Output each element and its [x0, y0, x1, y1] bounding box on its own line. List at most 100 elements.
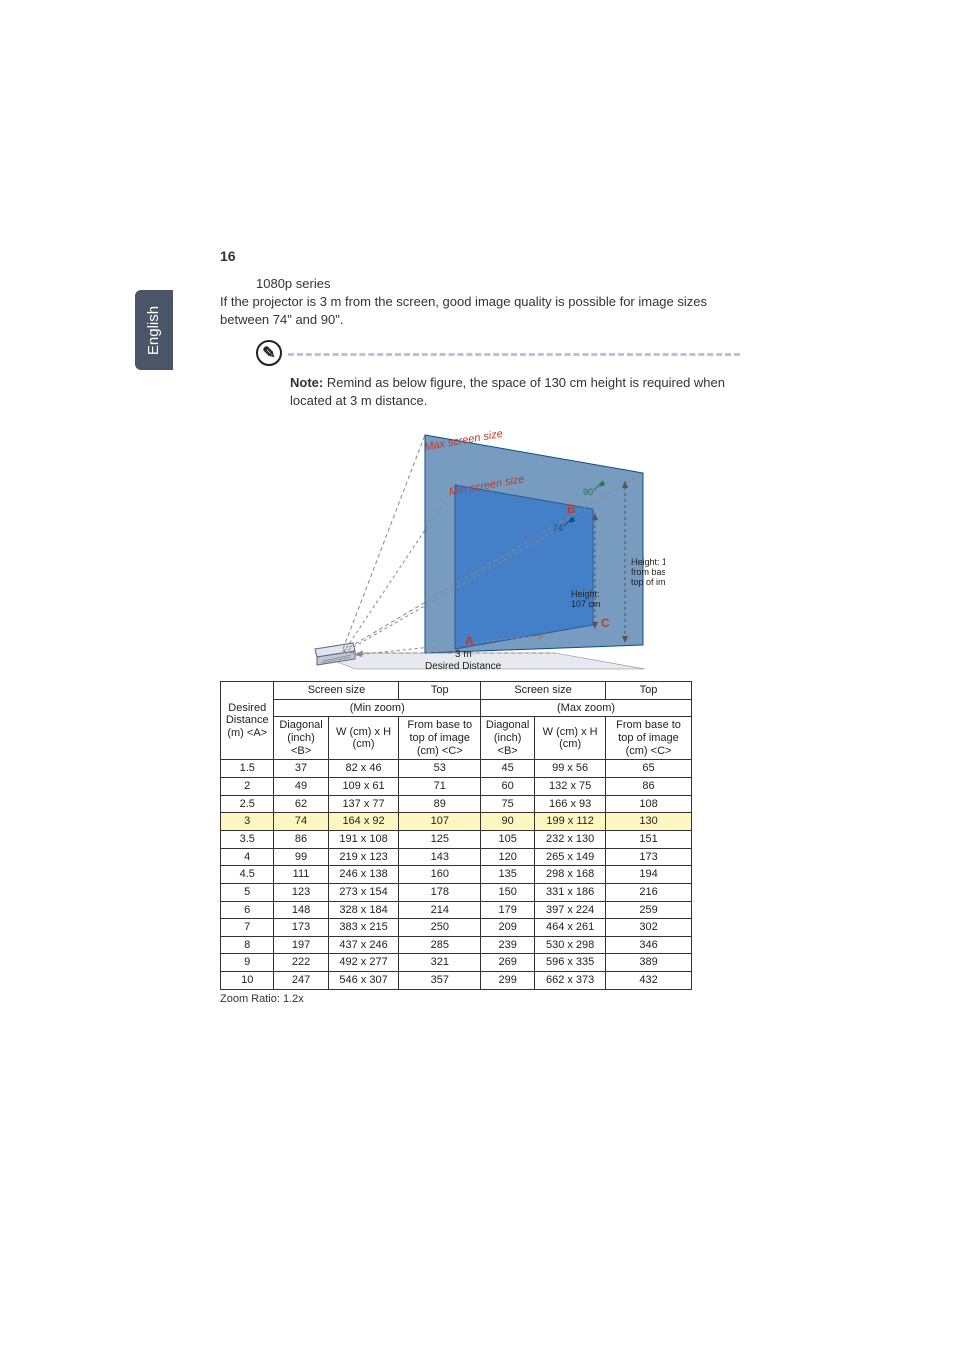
- table-cell: 464 x 261: [535, 919, 606, 937]
- table-cell: 148: [274, 901, 328, 919]
- table-header-row-2: (Min zoom) (Max zoom): [221, 699, 692, 717]
- table-cell: 2.5: [221, 795, 274, 813]
- table-cell: 2: [221, 778, 274, 796]
- table-cell: 179: [481, 901, 535, 919]
- table-row: 1.53782 x 46534599 x 5665: [221, 760, 692, 778]
- table-cell: 492 x 277: [328, 954, 399, 972]
- table-cell: 383 x 215: [328, 919, 399, 937]
- table-cell: 89: [399, 795, 481, 813]
- label-c: C: [601, 616, 610, 630]
- col-screen-size-max: Screen size: [481, 682, 606, 700]
- note-text: Note: Remind as below figure, the space …: [290, 374, 740, 409]
- table-cell: 4.5: [221, 866, 274, 884]
- col-diag-max: Diagonal (inch) <B>: [481, 717, 535, 760]
- table-header: Desired Distance (m) <A> Screen size Top…: [221, 682, 692, 760]
- table-cell: 60: [481, 778, 535, 796]
- table-cell: 389: [606, 954, 692, 972]
- table-cell: 108: [606, 795, 692, 813]
- height-min-text: Height: 107 cm: [571, 589, 602, 609]
- table-row: 249109 x 617160132 x 7586: [221, 778, 692, 796]
- table-cell: 219 x 123: [328, 848, 399, 866]
- page-number: 16: [220, 248, 236, 264]
- table-cell: 269: [481, 954, 535, 972]
- col-min-zoom: (Min zoom): [274, 699, 481, 717]
- table-cell: 4: [221, 848, 274, 866]
- table-cell: 331 x 186: [535, 883, 606, 901]
- table-cell: 150: [481, 883, 535, 901]
- table-cell: 107: [399, 813, 481, 831]
- table-row: 7173383 x 215250209464 x 261302: [221, 919, 692, 937]
- table-cell: 160: [399, 866, 481, 884]
- table-cell: 328 x 184: [328, 901, 399, 919]
- table-cell: 90: [481, 813, 535, 831]
- table-cell: 239: [481, 936, 535, 954]
- table-cell: 191 x 108: [328, 830, 399, 848]
- table-row: 2.562137 x 778975166 x 93108: [221, 795, 692, 813]
- table-cell: 9: [221, 954, 274, 972]
- note-label: Note:: [290, 375, 323, 390]
- table-cell: 130: [606, 813, 692, 831]
- table-cell: 151: [606, 830, 692, 848]
- label-b: B: [567, 502, 576, 516]
- distance-value: 3 m: [455, 649, 472, 660]
- note-body: Remind as below figure, the space of 130…: [290, 375, 725, 408]
- series-label: 1080p series: [256, 276, 740, 291]
- note-divider: [288, 353, 740, 356]
- table-cell: 250: [399, 919, 481, 937]
- table-cell: 546 x 307: [328, 972, 399, 990]
- table-cell: 109 x 61: [328, 778, 399, 796]
- table-cell: 45: [481, 760, 535, 778]
- table-cell: 37: [274, 760, 328, 778]
- content-area: 1080p series If the projector is 3 m fro…: [220, 276, 740, 1005]
- table-row: 3.586191 x 108125105232 x 130151: [221, 830, 692, 848]
- table-cell: 10: [221, 972, 274, 990]
- table-cell: 143: [399, 848, 481, 866]
- table-cell: 3.5: [221, 830, 274, 848]
- table-cell: 216: [606, 883, 692, 901]
- zoom-ratio: Zoom Ratio: 1.2x: [220, 993, 740, 1005]
- note-row: ✎: [256, 340, 740, 366]
- table-cell: 86: [274, 830, 328, 848]
- table-cell: 285: [399, 936, 481, 954]
- table-cell: 5: [221, 883, 274, 901]
- table-cell: 120: [481, 848, 535, 866]
- table-row: 499219 x 123143120265 x 149173: [221, 848, 692, 866]
- height-max-text: Height: 130 cm from base to top of image: [631, 557, 665, 587]
- table-row: 6148328 x 184214179397 x 224259: [221, 901, 692, 919]
- table-body: 1.53782 x 46534599 x 5665249109 x 617160…: [221, 760, 692, 989]
- table-cell: 99 x 56: [535, 760, 606, 778]
- table-cell: 194: [606, 866, 692, 884]
- table-cell: 123: [274, 883, 328, 901]
- table-cell: 53: [399, 760, 481, 778]
- col-screen-size-min: Screen size: [274, 682, 399, 700]
- table-cell: 265 x 149: [535, 848, 606, 866]
- col-top-min: Top: [399, 682, 481, 700]
- distance-table: Desired Distance (m) <A> Screen size Top…: [220, 681, 692, 990]
- table-cell: 7: [221, 919, 274, 937]
- table-cell: 6: [221, 901, 274, 919]
- table-row: 374164 x 9210790199 x 112130: [221, 813, 692, 831]
- table-cell: 137 x 77: [328, 795, 399, 813]
- table-cell: 3: [221, 813, 274, 831]
- table-cell: 135: [481, 866, 535, 884]
- table-cell: 432: [606, 972, 692, 990]
- table-cell: 1.5: [221, 760, 274, 778]
- table-row: 5123273 x 154178150331 x 186216: [221, 883, 692, 901]
- table-cell: 298 x 168: [535, 866, 606, 884]
- distance-label: Desired Distance: [425, 661, 502, 672]
- table-cell: 71: [399, 778, 481, 796]
- size-min-label: 74": [553, 523, 566, 533]
- projection-diagram: Max screen size Min screen size 90" 74" …: [295, 417, 665, 675]
- table-row: 10247546 x 307357299662 x 373432: [221, 972, 692, 990]
- col-diag-min: Diagonal (inch) <B>: [274, 717, 328, 760]
- table-row: 8197437 x 246285239530 x 298346: [221, 936, 692, 954]
- language-label: English: [146, 305, 163, 354]
- table-cell: 99: [274, 848, 328, 866]
- col-base-min: From base to top of image (cm) <C>: [399, 717, 481, 760]
- table-cell: 49: [274, 778, 328, 796]
- table-cell: 111: [274, 866, 328, 884]
- table-cell: 397 x 224: [535, 901, 606, 919]
- table-cell: 166 x 93: [535, 795, 606, 813]
- col-wh-max: W (cm) x H (cm): [535, 717, 606, 760]
- label-a: A: [465, 634, 474, 648]
